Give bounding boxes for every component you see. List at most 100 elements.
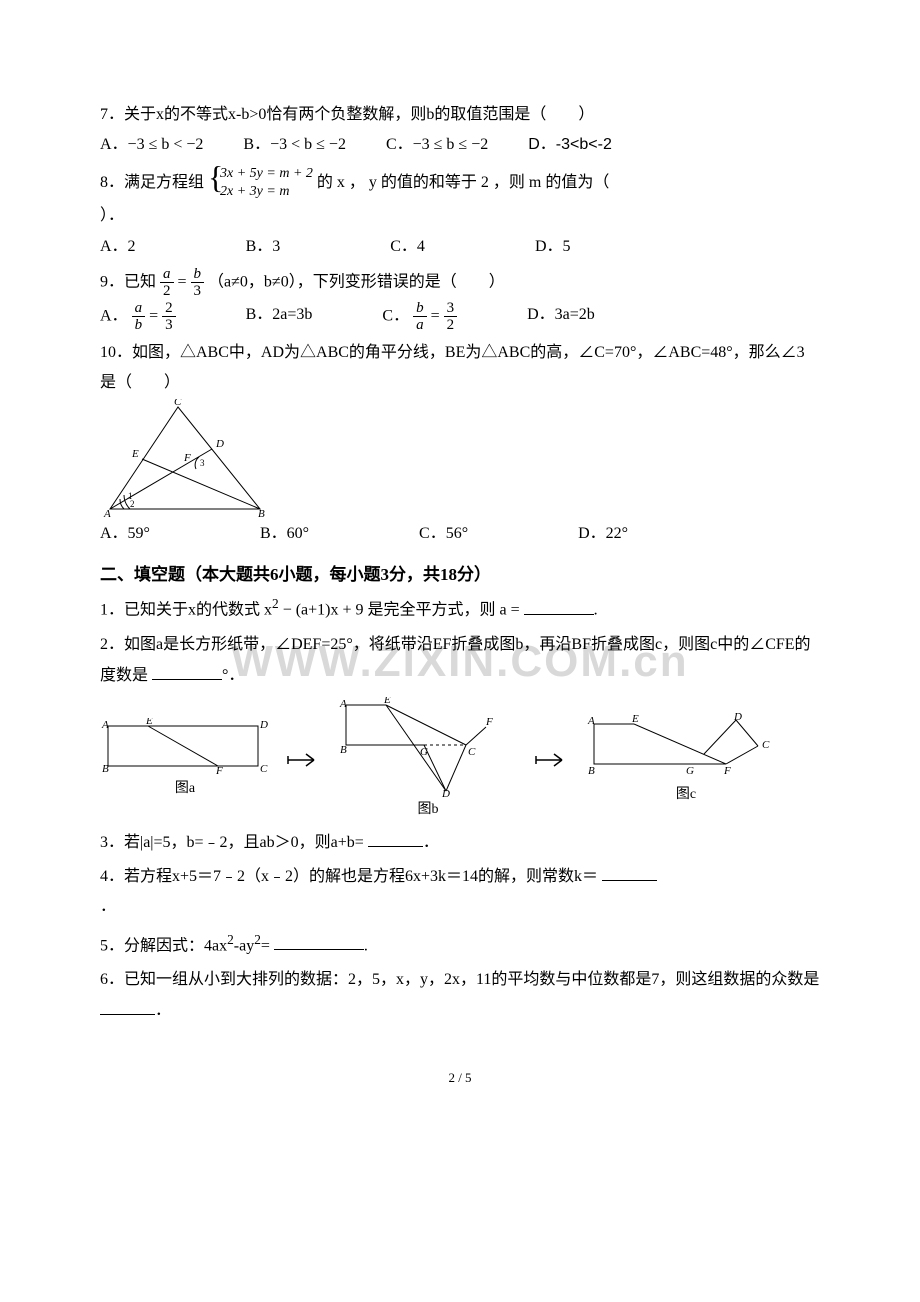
q7-opt-b: B．−3 < b ≤ −2 xyxy=(243,130,346,160)
fig-b-wrap: AE BG FC D 图b xyxy=(338,697,518,824)
q8-opt-a: A．2 xyxy=(100,232,136,262)
q10-opt-b: B．60° xyxy=(260,519,309,549)
q8-eq2: 2x + 3y = m xyxy=(220,183,313,201)
svg-text:E: E xyxy=(145,718,153,727)
fill-5: 5．分解因式：4ax2-ay2= . xyxy=(100,927,820,962)
svg-text:C: C xyxy=(468,746,476,758)
q10-triangle-figure: A B C D E F 1 2 3 xyxy=(100,399,270,519)
q9-a-frac2: 23 xyxy=(162,300,176,334)
question-7: 7．关于x的不等式x-b>0恰有两个负整数解，则b的取值范围是（ ） A．−3 … xyxy=(100,100,820,161)
svg-text:G: G xyxy=(420,746,428,758)
svg-text:F: F xyxy=(215,765,223,776)
f3-text: 3．若|a|=5，b=﹣2，且ab＞0，则a+b= xyxy=(100,834,364,851)
f6-text: 6．已知一组从小到大排列的数据：2，5，x，y，2x，11的平均数与中位数都是7… xyxy=(100,971,819,988)
q9-lead: 9．已知 xyxy=(100,274,156,291)
q7-options: A．−3 ≤ b < −2 B．−3 < b ≤ −2 C．−3 ≤ b ≤ −… xyxy=(100,130,820,160)
f1-b: − (a+1)x + 9 是完全平方式，则 a = xyxy=(279,602,520,619)
q9-af1d: b xyxy=(132,317,146,334)
q10-opt-c: C．56° xyxy=(419,519,468,549)
section-2-heading: 二、填空题（本大题共6小题，每小题3分，共18分） xyxy=(100,559,820,591)
svg-text:G: G xyxy=(686,765,694,777)
f2-blank xyxy=(152,663,222,680)
fill-6: 6．已知一组从小到大排列的数据：2，5，x，y，2x，11的平均数与中位数都是7… xyxy=(100,965,820,1026)
fold-figures: AD BC EF 图a xyxy=(100,697,820,824)
q8-opt-c: C．4 xyxy=(390,232,425,262)
fill-2: 2．如图a是长方形纸带，∠DEF=25°，将纸带沿EF折叠成图b，再沿BF折叠成… xyxy=(100,630,820,823)
f4-text: 4．若方程x+5＝7﹣2（x﹣2）的解也是方程6x+3k＝14的解，则常数k＝ xyxy=(100,868,598,885)
fig-c: AE BG FC D xyxy=(586,712,786,782)
arrow-icon-1 xyxy=(286,750,322,770)
f2-tail: °． xyxy=(222,667,244,684)
q9-af1n: a xyxy=(132,300,146,318)
q8-system: 3x + 5y = m + 2 2x + 3y = m xyxy=(208,165,313,201)
q9-options: A． ab = 23 B．2a=3b C． ba = 32 D．3a=2b xyxy=(100,300,820,334)
q10-opt-a: A．59° xyxy=(100,519,150,549)
fig-c-label: 图c xyxy=(586,782,786,809)
q8-opt-d: D．5 xyxy=(535,232,571,262)
q9-opt-d: D．3a=2b xyxy=(527,300,595,334)
q9-f2d: 3 xyxy=(191,283,205,300)
q8-mid: 的 x ， y 的值的和等于 2 ，则 m 的值为（ xyxy=(317,174,609,191)
q7-opt-d: D．-3<b<-2 xyxy=(528,130,612,160)
q9-c-frac2: 32 xyxy=(444,300,458,334)
q9-frac1: a2 xyxy=(160,266,174,300)
svg-text:2: 2 xyxy=(130,499,135,509)
f1-sup: 2 xyxy=(272,596,279,611)
svg-text:E: E xyxy=(631,713,639,725)
q9-a-frac1: ab xyxy=(132,300,146,334)
svg-text:B: B xyxy=(588,765,595,777)
f3-tail: ． xyxy=(423,834,439,851)
q8-line1: 8．满足方程组 3x + 5y = m + 2 2x + 3y = m 的 x … xyxy=(100,165,820,201)
f5-a: 5．分解因式：4ax xyxy=(100,937,227,954)
f4-blank xyxy=(602,864,657,881)
q10-text: 10．如图，△ABC中，AD为△ABC的角平分线，BE为△ABC的高，∠C=70… xyxy=(100,338,820,399)
svg-text:A: A xyxy=(101,719,109,731)
q9-cf1n: b xyxy=(413,300,427,318)
q7-text: 7．关于x的不等式x-b>0恰有两个负整数解，则b的取值范围是（ ） xyxy=(100,100,820,130)
svg-text:D: D xyxy=(441,788,450,797)
svg-text:C: C xyxy=(260,763,268,775)
q9-eq: = xyxy=(178,274,187,291)
q9-cf2n: 3 xyxy=(444,300,458,318)
q9-f1n: a xyxy=(160,266,174,284)
svg-text:C: C xyxy=(762,739,770,751)
svg-text:F: F xyxy=(485,716,493,728)
svg-text:D: D xyxy=(215,438,224,450)
f5-sup2: 2 xyxy=(254,932,261,947)
q9-a-eq: = xyxy=(149,308,158,325)
q10-options: A．59° B．60° C．56° D．22° xyxy=(100,519,820,549)
f6-blank xyxy=(100,998,155,1015)
f5-sup1: 2 xyxy=(227,932,234,947)
q9-c-frac1: ba xyxy=(413,300,427,334)
svg-text:A: A xyxy=(587,715,595,727)
page-number: 2 / 5 xyxy=(100,1066,820,1091)
f1-blank xyxy=(524,598,594,615)
q9-cf2d: 2 xyxy=(444,317,458,334)
svg-text:A: A xyxy=(103,508,111,519)
q9-f2n: b xyxy=(191,266,205,284)
svg-text:B: B xyxy=(340,744,347,756)
svg-text:F: F xyxy=(183,452,191,464)
question-10: 10．如图，△ABC中，AD为△ABC的角平分线，BE为△ABC的高，∠C=70… xyxy=(100,338,820,549)
question-8: 8．满足方程组 3x + 5y = m + 2 2x + 3y = m 的 x … xyxy=(100,165,820,262)
svg-text:B: B xyxy=(102,763,109,775)
fig-a: A D B C E F xyxy=(100,718,270,776)
q9-opt-b: B．2a=3b xyxy=(246,300,313,334)
q8-opt-b: B．3 xyxy=(246,232,281,262)
svg-text:C: C xyxy=(174,399,182,408)
q8-eq1: 3x + 5y = m + 2 xyxy=(220,165,313,183)
fill-3: 3．若|a|=5，b=﹣2，且ab＞0，则a+b= ． xyxy=(100,828,820,858)
svg-text:D: D xyxy=(259,719,268,731)
f5-c: = xyxy=(261,937,270,954)
svg-text:D: D xyxy=(733,712,742,723)
f1-a: 1．已知关于x的代数式 x xyxy=(100,602,272,619)
fig-b-label: 图b xyxy=(338,797,518,824)
q9-a-lead: A． xyxy=(100,308,128,325)
q9-opt-c: C． ba = 32 xyxy=(382,300,457,334)
f5-blank xyxy=(274,933,364,950)
q9-af2n: 2 xyxy=(162,300,176,318)
q9-f1d: 2 xyxy=(160,283,174,300)
q9-stem: 9．已知 a2 = b3 （a≠0，b≠0），下列变形错误的是（ ） xyxy=(100,266,820,300)
fill-1: 1．已知关于x的代数式 x2 − (a+1)x + 9 是完全平方式，则 a =… xyxy=(100,591,820,626)
question-9: 9．已知 a2 = b3 （a≠0，b≠0），下列变形错误的是（ ） A． ab… xyxy=(100,266,820,334)
